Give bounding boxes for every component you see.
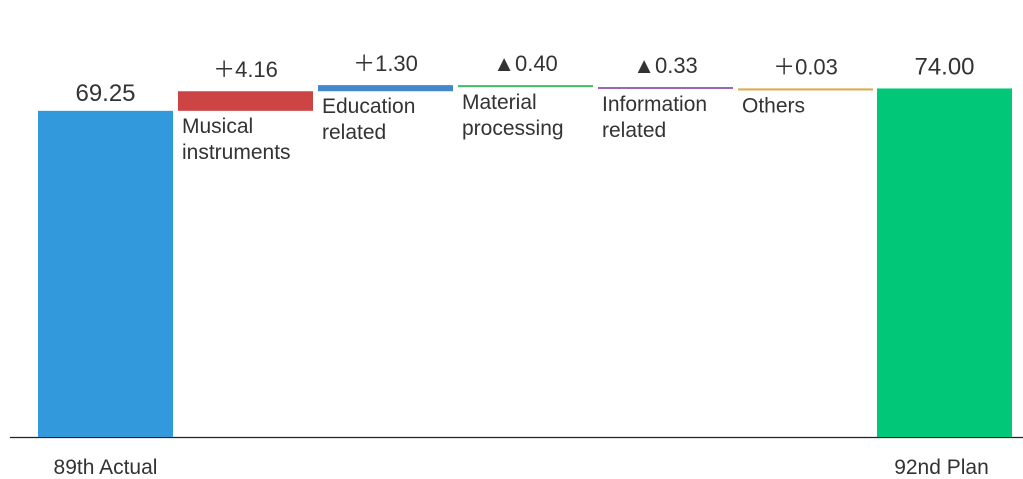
bar-step-4-category-label: Information — [602, 93, 707, 116]
category-label-start: 89th Actual — [54, 456, 158, 479]
bar-step-5-category-label: Others — [742, 94, 805, 117]
bar-start-value-label: 69.25 — [75, 80, 135, 107]
bar-step-1-value-label: ＋4.16 — [213, 57, 278, 82]
bar-step-4-category-label: related — [602, 119, 666, 142]
bar-step-1 — [178, 91, 313, 111]
bar-step-5 — [738, 88, 873, 91]
bar-step-1-category-label: instruments — [182, 141, 291, 164]
bar-step-3-category-label: processing — [462, 117, 564, 140]
bar-step-3-value-label: ▲0.40 — [493, 51, 558, 76]
bar-step-2-value-label: ＋1.30 — [353, 51, 418, 76]
bar-step-1-category-label: Musical — [182, 115, 253, 138]
bar-step-2-category-label: related — [322, 121, 386, 144]
bar-end — [877, 88, 1012, 438]
bar-step-4-value-label: ▲0.33 — [633, 53, 698, 78]
bar-step-4 — [598, 86, 733, 89]
bar-step-3-category-label: Material — [462, 91, 537, 114]
category-label-end: 92nd Plan — [894, 456, 989, 479]
bar-step-5-value-label: ＋0.03 — [773, 54, 838, 79]
bar-step-2-category-label: Education — [322, 95, 415, 118]
bar-step-3 — [458, 85, 593, 88]
bar-start — [38, 110, 173, 438]
bar-step-2 — [318, 85, 453, 92]
bar-end-value-label: 74.00 — [914, 53, 974, 80]
